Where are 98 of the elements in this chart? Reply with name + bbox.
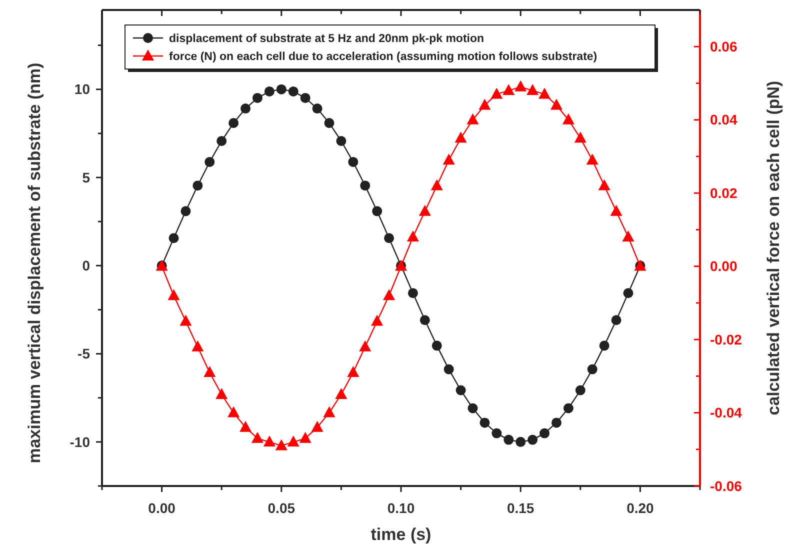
point bbox=[264, 86, 274, 96]
point bbox=[288, 86, 298, 96]
point bbox=[502, 84, 515, 96]
point bbox=[466, 113, 479, 124]
point bbox=[263, 436, 276, 447]
y2-axis-title: calculated vertical force on each cell (pN) bbox=[764, 80, 783, 416]
point bbox=[444, 364, 454, 374]
point bbox=[575, 385, 586, 396]
point bbox=[335, 388, 348, 399]
point bbox=[192, 180, 203, 191]
point bbox=[610, 204, 622, 216]
point bbox=[216, 136, 227, 146]
x-tick-label: 0.15 bbox=[506, 500, 534, 516]
point bbox=[180, 206, 191, 216]
point bbox=[228, 118, 239, 128]
y2-tick-label: 0.04 bbox=[710, 112, 738, 128]
point bbox=[276, 84, 286, 94]
y-tick-label: 5 bbox=[82, 169, 90, 186]
point bbox=[599, 340, 610, 351]
point bbox=[324, 118, 334, 128]
point bbox=[478, 98, 491, 110]
point bbox=[240, 104, 251, 114]
point bbox=[432, 340, 442, 351]
point bbox=[492, 428, 502, 438]
point bbox=[408, 288, 418, 298]
point bbox=[359, 340, 372, 352]
y-tick-label: -10 bbox=[70, 434, 90, 450]
point bbox=[550, 98, 562, 110]
point bbox=[563, 403, 574, 414]
point bbox=[347, 366, 360, 377]
point bbox=[275, 439, 288, 450]
point bbox=[300, 92, 310, 103]
y2-tick-label: -0.04 bbox=[710, 404, 742, 421]
point bbox=[216, 388, 228, 399]
point bbox=[204, 366, 216, 377]
point bbox=[192, 340, 204, 352]
point bbox=[526, 84, 539, 96]
point bbox=[623, 288, 634, 298]
point bbox=[420, 315, 430, 326]
point bbox=[336, 136, 346, 146]
y-tick-label: -5 bbox=[78, 346, 90, 362]
point bbox=[312, 104, 322, 114]
point bbox=[562, 113, 574, 124]
point bbox=[372, 206, 382, 216]
y2-tick-label: 0.02 bbox=[710, 184, 738, 201]
x-tick-label: 0.10 bbox=[387, 500, 415, 516]
point bbox=[323, 406, 336, 418]
point bbox=[540, 428, 550, 438]
point bbox=[611, 315, 622, 326]
point bbox=[468, 403, 478, 414]
y-tick-label: 0 bbox=[82, 258, 90, 274]
point bbox=[430, 179, 443, 190]
point bbox=[442, 154, 455, 165]
y2-tick-label: -0.02 bbox=[710, 331, 742, 348]
y2-tick-label: 0.00 bbox=[710, 258, 738, 274]
x-axis-title: time (s) bbox=[370, 525, 432, 544]
point bbox=[514, 80, 527, 92]
point bbox=[622, 230, 634, 242]
point bbox=[287, 436, 300, 447]
point bbox=[504, 434, 514, 445]
point bbox=[551, 418, 562, 428]
point bbox=[418, 204, 431, 216]
point bbox=[490, 88, 503, 99]
x-tick-label: 0.00 bbox=[148, 500, 176, 516]
point bbox=[586, 154, 598, 165]
point bbox=[251, 432, 264, 443]
point bbox=[538, 88, 551, 99]
point bbox=[168, 233, 179, 244]
point bbox=[383, 289, 396, 300]
point bbox=[228, 406, 240, 418]
point bbox=[456, 385, 466, 396]
x-tick-label: 0.05 bbox=[268, 500, 296, 516]
point bbox=[480, 418, 490, 428]
point bbox=[252, 92, 262, 103]
y2-tick-label: -0.06 bbox=[710, 478, 742, 494]
point bbox=[454, 132, 467, 143]
point bbox=[516, 436, 526, 447]
point bbox=[180, 314, 192, 326]
point bbox=[299, 432, 312, 443]
point bbox=[574, 132, 586, 143]
point bbox=[348, 156, 358, 167]
point bbox=[360, 180, 370, 191]
point bbox=[598, 179, 610, 190]
y-tick-label: 10 bbox=[74, 81, 90, 98]
point bbox=[406, 230, 419, 242]
point bbox=[528, 434, 538, 445]
point bbox=[311, 420, 324, 432]
y-axis-title: maximum vertical displacement of substrate (nm) bbox=[25, 62, 44, 464]
point bbox=[384, 233, 394, 244]
point bbox=[371, 314, 384, 326]
legend-label: displacement of substrate at 5 Hz and 20nm pk-pk motion bbox=[169, 33, 484, 46]
y2-tick-label: 0.06 bbox=[710, 38, 738, 55]
point bbox=[204, 156, 215, 167]
x-tick-label: 0.20 bbox=[626, 500, 654, 516]
point bbox=[587, 364, 598, 374]
point bbox=[240, 420, 252, 432]
point bbox=[168, 289, 180, 300]
legend-label: force (N) on each cell due to acceleration (assuming motion follows substrate) bbox=[169, 51, 598, 64]
